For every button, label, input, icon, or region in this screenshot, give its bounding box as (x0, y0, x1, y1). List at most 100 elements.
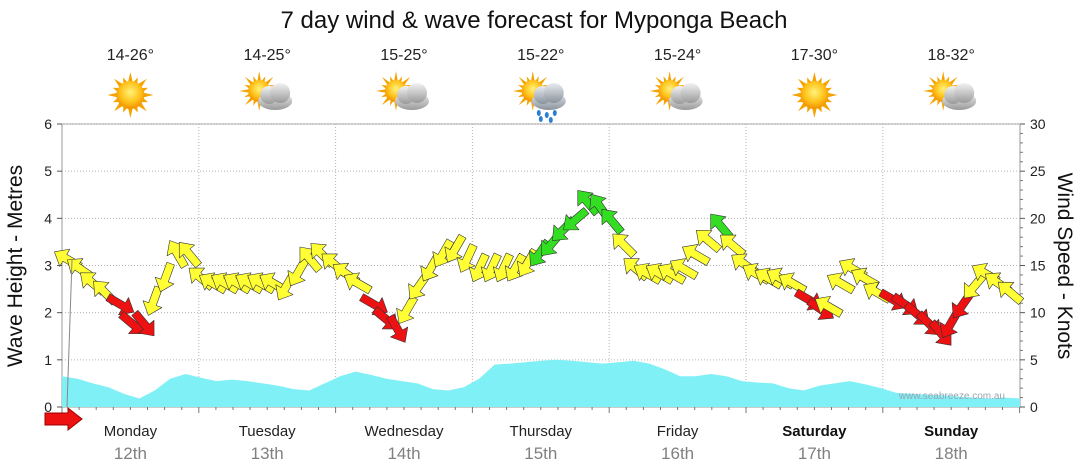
temperature-labels: 14-26° 14-25° 15-25° 15-22° 15-24° 17-30° 18-3… (107, 47, 975, 64)
sun-ray (791, 92, 803, 98)
sun-ray (127, 106, 133, 118)
now-marker-arrow (44, 406, 83, 432)
day-label: Monday (104, 423, 158, 440)
sun-ray (811, 106, 817, 118)
left-axis-title: Wave Height - Metres (4, 165, 27, 367)
wind-arrow (633, 262, 663, 285)
left-tick-label: 1 (44, 352, 52, 368)
cloud (531, 83, 566, 110)
sunny-icon (791, 72, 838, 118)
left-axis: 0 1 2 3 4 5 6 (44, 116, 1021, 415)
weather-icons (107, 71, 977, 123)
right-tick-label: 5 (1030, 352, 1038, 368)
plot-area: www.seabreeze.com.au (54, 123, 1025, 408)
rain-drop (548, 117, 553, 123)
wind-arrow (444, 233, 467, 263)
temperature-label: 14-25° (244, 47, 291, 64)
wind-arrow (235, 272, 264, 295)
cloud (668, 83, 703, 110)
wind-arrow (386, 314, 409, 343)
rain-drop (536, 110, 541, 116)
wind-arrow (754, 267, 784, 290)
right-axis-title: Wind Speed - Knots (1053, 173, 1076, 360)
wind-arrows (54, 190, 1025, 346)
day-label: Saturday (782, 423, 847, 440)
cloud (395, 83, 429, 110)
date-label: 17th (798, 444, 831, 463)
right-tick-label: 30 (1030, 116, 1046, 132)
rain-drop (538, 116, 543, 122)
temperature-label: 15-25° (380, 47, 427, 64)
wind-arrow (223, 272, 252, 295)
sun-ray (127, 72, 133, 84)
wind-arrow (178, 242, 202, 269)
wind-arrow (154, 261, 175, 293)
wind-arrow (601, 208, 625, 236)
right-tick-label: 20 (1030, 210, 1046, 226)
wind-arrow (778, 272, 808, 295)
right-axis: 0 5 10 15 20 25 30 (1020, 116, 1046, 415)
showers-icon (512, 71, 566, 123)
sun-ray (530, 71, 535, 83)
wind-arrow (211, 272, 240, 295)
date-label: 13th (251, 444, 284, 463)
left-tick-label: 0 (44, 399, 52, 415)
wind-arrow (645, 262, 675, 285)
temperature-label: 15-24° (654, 47, 701, 64)
cloud (258, 83, 293, 110)
sun-ray (107, 92, 119, 98)
sun-ray (826, 92, 838, 98)
sun-ray (512, 89, 524, 93)
partly-cloudy-icon (923, 71, 977, 111)
left-tick-label: 4 (44, 210, 52, 226)
date-label: 18th (935, 444, 968, 463)
rain-drop (544, 112, 549, 118)
sun-ray (239, 89, 251, 93)
day-label: Tuesday (239, 423, 296, 440)
wind-arrow (247, 272, 276, 295)
rain-drop (552, 110, 557, 116)
partly-cloudy-icon (649, 71, 703, 111)
sun-ray (376, 89, 388, 93)
wind-arrow (670, 258, 699, 280)
current-time-line (66, 259, 73, 408)
right-tick-label: 15 (1030, 258, 1046, 274)
sun-ray (667, 71, 672, 83)
sun-ray (941, 71, 946, 83)
wind-arrow (814, 295, 844, 318)
sun-ray (649, 89, 661, 93)
watermark: www.seabreeze.com.au (898, 391, 1005, 402)
day-label: Friday (657, 423, 699, 440)
sun-disc (800, 81, 829, 109)
wind-arrow (343, 272, 373, 295)
day-label: Sunday (924, 423, 979, 440)
wind-arrow (105, 293, 135, 316)
left-tick-label: 3 (44, 258, 52, 274)
temperature-label: 18-32° (928, 47, 975, 64)
wind-arrow (696, 230, 723, 253)
wind-arrow (827, 272, 856, 295)
wind-arrow (563, 207, 590, 231)
wind-arrow (577, 190, 601, 217)
date-label: 14th (387, 444, 420, 463)
date-label: 15th (524, 444, 557, 463)
day-labels: Monday 12th Tuesday 13th Wednesday 14th Thursd… (104, 423, 979, 463)
wind-arrow (131, 310, 155, 337)
sun-disc (116, 81, 145, 109)
sun-ray (257, 71, 262, 83)
temperature-label: 14-26° (107, 47, 154, 64)
sun-ray (811, 72, 817, 84)
left-tick-label: 2 (44, 305, 52, 321)
wind-arrow (456, 243, 478, 273)
chart-title: 7 day wind & wave forecast for Myponga B… (281, 7, 788, 34)
day-label: Wednesday (365, 423, 444, 440)
sun-ray (923, 89, 935, 93)
partly-cloudy-icon (239, 71, 293, 111)
sun-ray (142, 92, 154, 98)
sun-ray (394, 71, 398, 83)
partly-cloudy-icon (376, 71, 429, 111)
date-label: 12th (114, 444, 147, 463)
wave-height-area (62, 359, 1020, 407)
date-label: 16th (661, 444, 694, 463)
day-label: Thursday (510, 423, 573, 440)
